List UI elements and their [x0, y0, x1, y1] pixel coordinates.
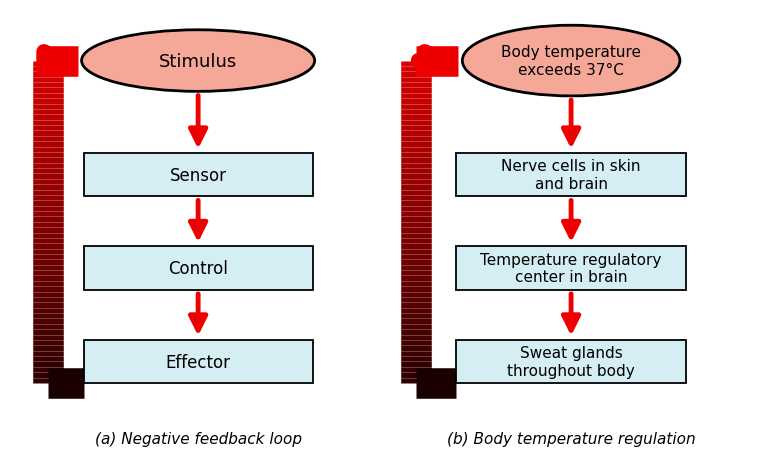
- Text: Effector: Effector: [166, 353, 231, 371]
- FancyBboxPatch shape: [457, 340, 686, 383]
- FancyBboxPatch shape: [84, 247, 312, 290]
- Text: Body temperature
exceeds 37°C: Body temperature exceeds 37°C: [501, 45, 641, 78]
- FancyBboxPatch shape: [84, 340, 312, 383]
- FancyBboxPatch shape: [84, 154, 312, 197]
- Ellipse shape: [462, 26, 680, 96]
- Text: (a) Negative feedback loop: (a) Negative feedback loop: [95, 431, 301, 446]
- Text: Sensor: Sensor: [169, 166, 227, 184]
- FancyBboxPatch shape: [457, 154, 686, 197]
- Text: (b) Body temperature regulation: (b) Body temperature regulation: [447, 431, 695, 446]
- Text: Stimulus: Stimulus: [159, 52, 237, 71]
- Text: Sweat glands
throughout body: Sweat glands throughout body: [507, 345, 635, 378]
- Text: Nerve cells in skin
and brain: Nerve cells in skin and brain: [501, 159, 641, 192]
- FancyBboxPatch shape: [457, 247, 686, 290]
- Text: Control: Control: [168, 259, 228, 278]
- Ellipse shape: [82, 31, 315, 92]
- Text: Temperature regulatory
center in brain: Temperature regulatory center in brain: [480, 252, 662, 285]
